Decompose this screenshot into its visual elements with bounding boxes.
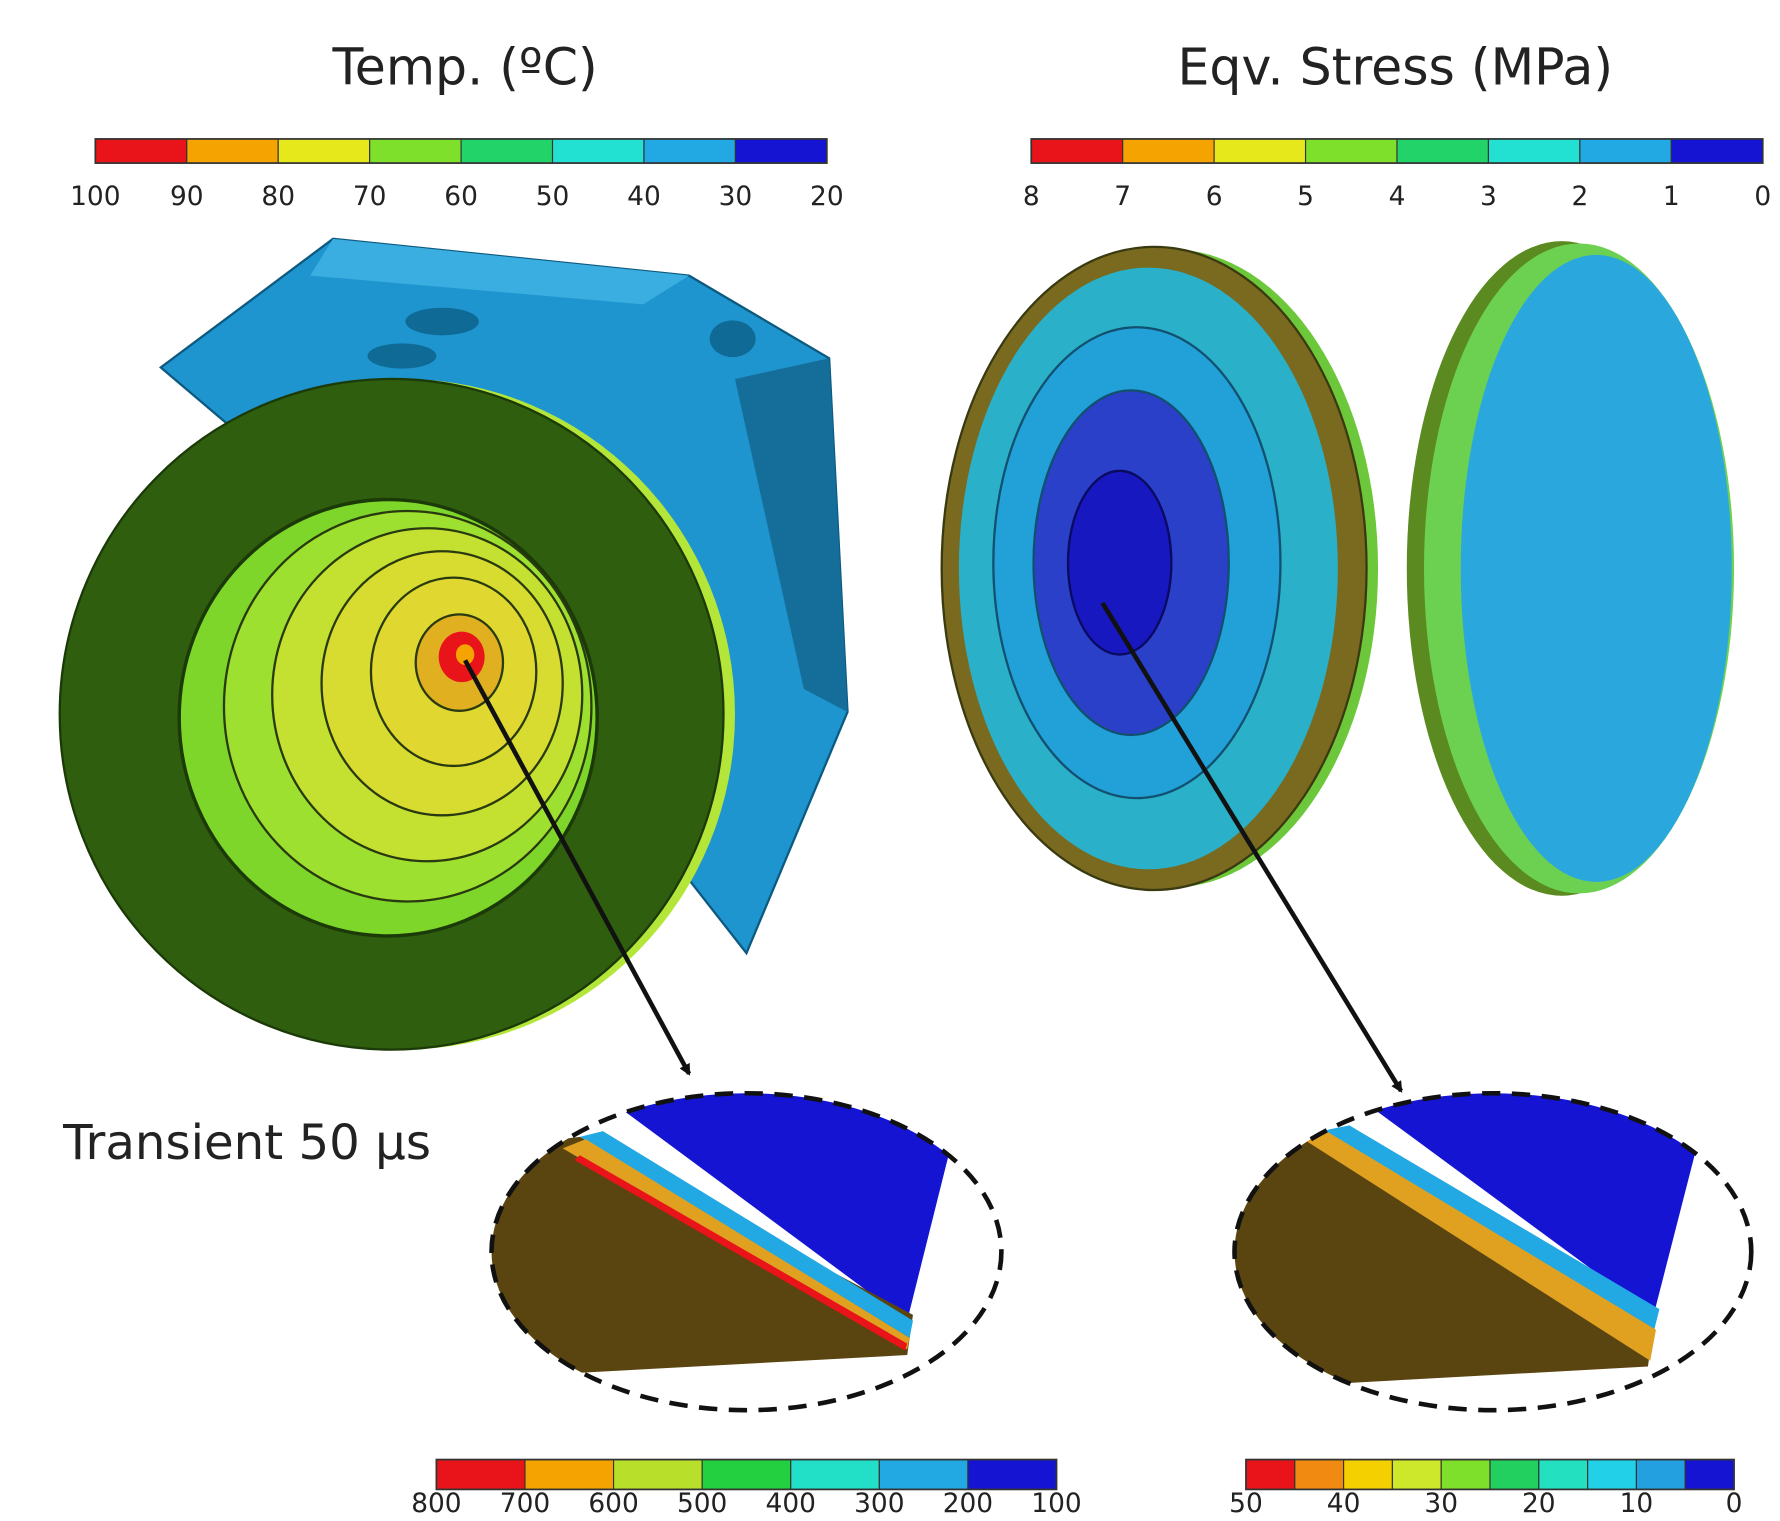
colorbar-label: 100 (1031, 1488, 1081, 1519)
colorbar-segment (1539, 1460, 1588, 1490)
disc-model (942, 247, 1378, 890)
colorbar-label: 40 (627, 181, 661, 212)
colorbar-segment (95, 139, 186, 163)
colorbar-label: 60 (444, 181, 478, 212)
colorbar-label: 20 (810, 181, 844, 212)
colorbar-label: 5 (1297, 181, 1314, 212)
colorbar-segment (370, 139, 461, 163)
colorbar-segment (1392, 1460, 1441, 1490)
page: Temp. (ºC) Eqv. Stress (MPa) Tran (0, 0, 1780, 1521)
colorbar-segment (525, 1460, 614, 1490)
colorbar-segment (187, 139, 278, 163)
colorbar-segment (1636, 1460, 1685, 1490)
colorbar-label: 7 (1114, 181, 1131, 212)
colorbar-label: 0 (1726, 1488, 1743, 1519)
panel-title: Eqv. Stress (MPa) (1178, 38, 1614, 97)
colorbar-segment (644, 139, 735, 163)
colorbar-label: 2 (1571, 181, 1588, 212)
colorbar-segment (1306, 139, 1397, 163)
colorbar-label: 30 (719, 181, 753, 212)
colorbar-label: 30 (1424, 1488, 1458, 1519)
zoom-view (482, 1091, 964, 1378)
colorbar-segment (1214, 139, 1305, 163)
colorbar-segment (968, 1460, 1057, 1490)
colorbar-segment (1031, 139, 1122, 163)
colorbar-label: 300 (854, 1488, 904, 1519)
colorbar-label: 50 (536, 181, 570, 212)
figure: Temp. (ºC) Eqv. Stress (MPa) Tran (0, 0, 1780, 1521)
colorbar-segment (1588, 1460, 1637, 1490)
zoom-view (1229, 1091, 1711, 1390)
colorbar-label: 1 (1663, 181, 1680, 212)
colorbar-segment (553, 139, 644, 163)
panel-title: Temp. (ºC) (331, 38, 597, 97)
colorbar-label: 10 (1620, 1488, 1654, 1519)
colorbar-label: 40 (1327, 1488, 1361, 1519)
colorbar-segment (436, 1460, 525, 1490)
colorbar-label: 200 (943, 1488, 993, 1519)
colorbar-segment (1246, 1460, 1295, 1490)
colorbar-label: 4 (1389, 181, 1406, 212)
colorbar-label: 500 (677, 1488, 727, 1519)
colorbar-segment (1295, 1460, 1344, 1490)
colorbar-segment (1671, 139, 1762, 163)
colorbar-label: 700 (500, 1488, 550, 1519)
colorbar-label: 3 (1480, 181, 1497, 212)
colorbar-segment (735, 139, 826, 163)
colorbar-segment (1685, 1460, 1734, 1490)
colorbar-segment (879, 1460, 968, 1490)
colorbar-segment (461, 139, 552, 163)
colorbar-label: 90 (170, 181, 204, 212)
plate-model (1407, 241, 1734, 896)
colorbar-segment (1344, 1460, 1393, 1490)
colorbar-segment (791, 1460, 880, 1490)
colorbar-segment (1490, 1460, 1539, 1490)
colorbar-label: 8 (1023, 181, 1040, 212)
annotation: Transient 50 µs (62, 1115, 431, 1171)
colorbar-label: 6 (1206, 181, 1223, 212)
colorbar-label: 800 (411, 1488, 461, 1519)
colorbar-label: 20 (1522, 1488, 1556, 1519)
colorbar-label: 600 (588, 1488, 638, 1519)
colorbar-segment (278, 139, 369, 163)
colorbar-label: 100 (70, 181, 120, 212)
colorbar-label: 50 (1229, 1488, 1263, 1519)
colorbar-label: 0 (1754, 181, 1771, 212)
colorbar-segment (1580, 139, 1671, 163)
colorbar-label: 400 (766, 1488, 816, 1519)
colorbar-segment (1488, 139, 1579, 163)
colorbar-segment (614, 1460, 703, 1490)
colorbar-segment (1441, 1460, 1490, 1490)
housing-model (60, 239, 848, 1050)
colorbar-segment (702, 1460, 791, 1490)
colorbar-segment (1397, 139, 1488, 163)
colorbar-label: 70 (353, 181, 387, 212)
colorbar-segment (1123, 139, 1214, 163)
colorbar-label: 80 (261, 181, 295, 212)
